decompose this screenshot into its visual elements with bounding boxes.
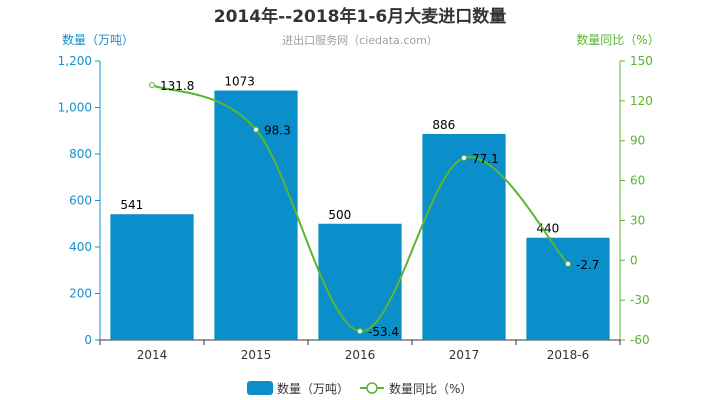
right-tick-label: 90: [630, 134, 645, 148]
bar[interactable]: [110, 214, 194, 340]
right-tick-label: 0: [630, 253, 638, 267]
left-axis-title: 数量（万吨）: [62, 32, 134, 47]
line-value-label: 131.8: [160, 79, 194, 93]
legend-label: 数量（万吨）: [277, 381, 349, 396]
right-tick-label: -30: [630, 293, 650, 307]
chart-subtitle: 进出口服务网（ciedata.com）: [282, 33, 438, 47]
line-value-label: 98.3: [264, 124, 291, 138]
bar-value-label: 541: [120, 198, 143, 212]
legend-label: 数量同比（%）: [389, 381, 472, 396]
line-point[interactable]: [565, 260, 571, 267]
legend[interactable]: 数量（万吨） 数量同比（%）: [247, 381, 472, 396]
line-series: 131.8 98.3 -53.4 77.1 -2.7: [149, 79, 599, 339]
x-tick-label: 2015: [241, 348, 272, 362]
left-tick-label: 400: [69, 240, 92, 254]
bar[interactable]: [526, 237, 610, 340]
line-point[interactable]: [253, 126, 259, 133]
left-tick-label: 1,000: [58, 101, 92, 115]
left-tick-label: 200: [69, 287, 92, 301]
right-axis-title: 数量同比（%）: [576, 32, 659, 47]
line-value-label: -2.7: [576, 258, 599, 272]
bar-series: 541 1073 500 886 440: [110, 75, 610, 340]
right-tick-label: 30: [630, 213, 645, 227]
chart-title: 2014年--2018年1-6月大麦进口数量: [214, 6, 506, 27]
line-value-label: -53.4: [368, 325, 399, 339]
left-tick-label: 0: [84, 333, 92, 347]
right-tick-label: 120: [630, 94, 653, 108]
bar-value-label: 440: [536, 222, 559, 236]
x-tick-label: 2016: [345, 348, 376, 362]
x-tick-label: 2017: [449, 348, 480, 362]
left-tick-label: 800: [69, 147, 92, 161]
right-tick-label: 60: [630, 174, 645, 188]
bar-value-label: 1073: [224, 75, 255, 89]
legend-bar-swatch: [247, 381, 273, 395]
line-point[interactable]: [149, 82, 155, 89]
left-tick-label: 1,200: [58, 54, 92, 68]
left-tick-label: 600: [69, 194, 92, 208]
right-tick-label: -60: [630, 333, 650, 347]
bar-value-label: 886: [432, 118, 455, 132]
x-tick-label: 2018-6: [547, 348, 590, 362]
line-value-label: 77.1: [472, 152, 499, 166]
right-tick-label: 150: [630, 54, 653, 68]
legend-item-line[interactable]: 数量同比（%）: [360, 381, 472, 396]
x-tick-label: 2014: [137, 348, 168, 362]
legend-line-marker: [366, 382, 378, 394]
line-point[interactable]: [357, 328, 363, 335]
bar[interactable]: [318, 223, 402, 340]
bar[interactable]: [422, 134, 506, 340]
axes: 0 200 400 600 800 1,000 1,200 -60 -30 0 30 60 90 120 1…: [58, 54, 653, 362]
line-point[interactable]: [461, 154, 467, 161]
bar-value-label: 500: [328, 208, 351, 222]
legend-item-bar[interactable]: 数量（万吨）: [247, 381, 349, 396]
